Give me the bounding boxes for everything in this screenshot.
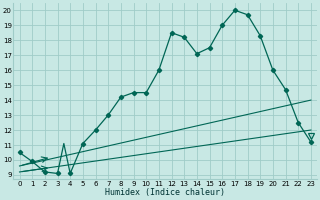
X-axis label: Humidex (Indice chaleur): Humidex (Indice chaleur)	[105, 188, 225, 197]
